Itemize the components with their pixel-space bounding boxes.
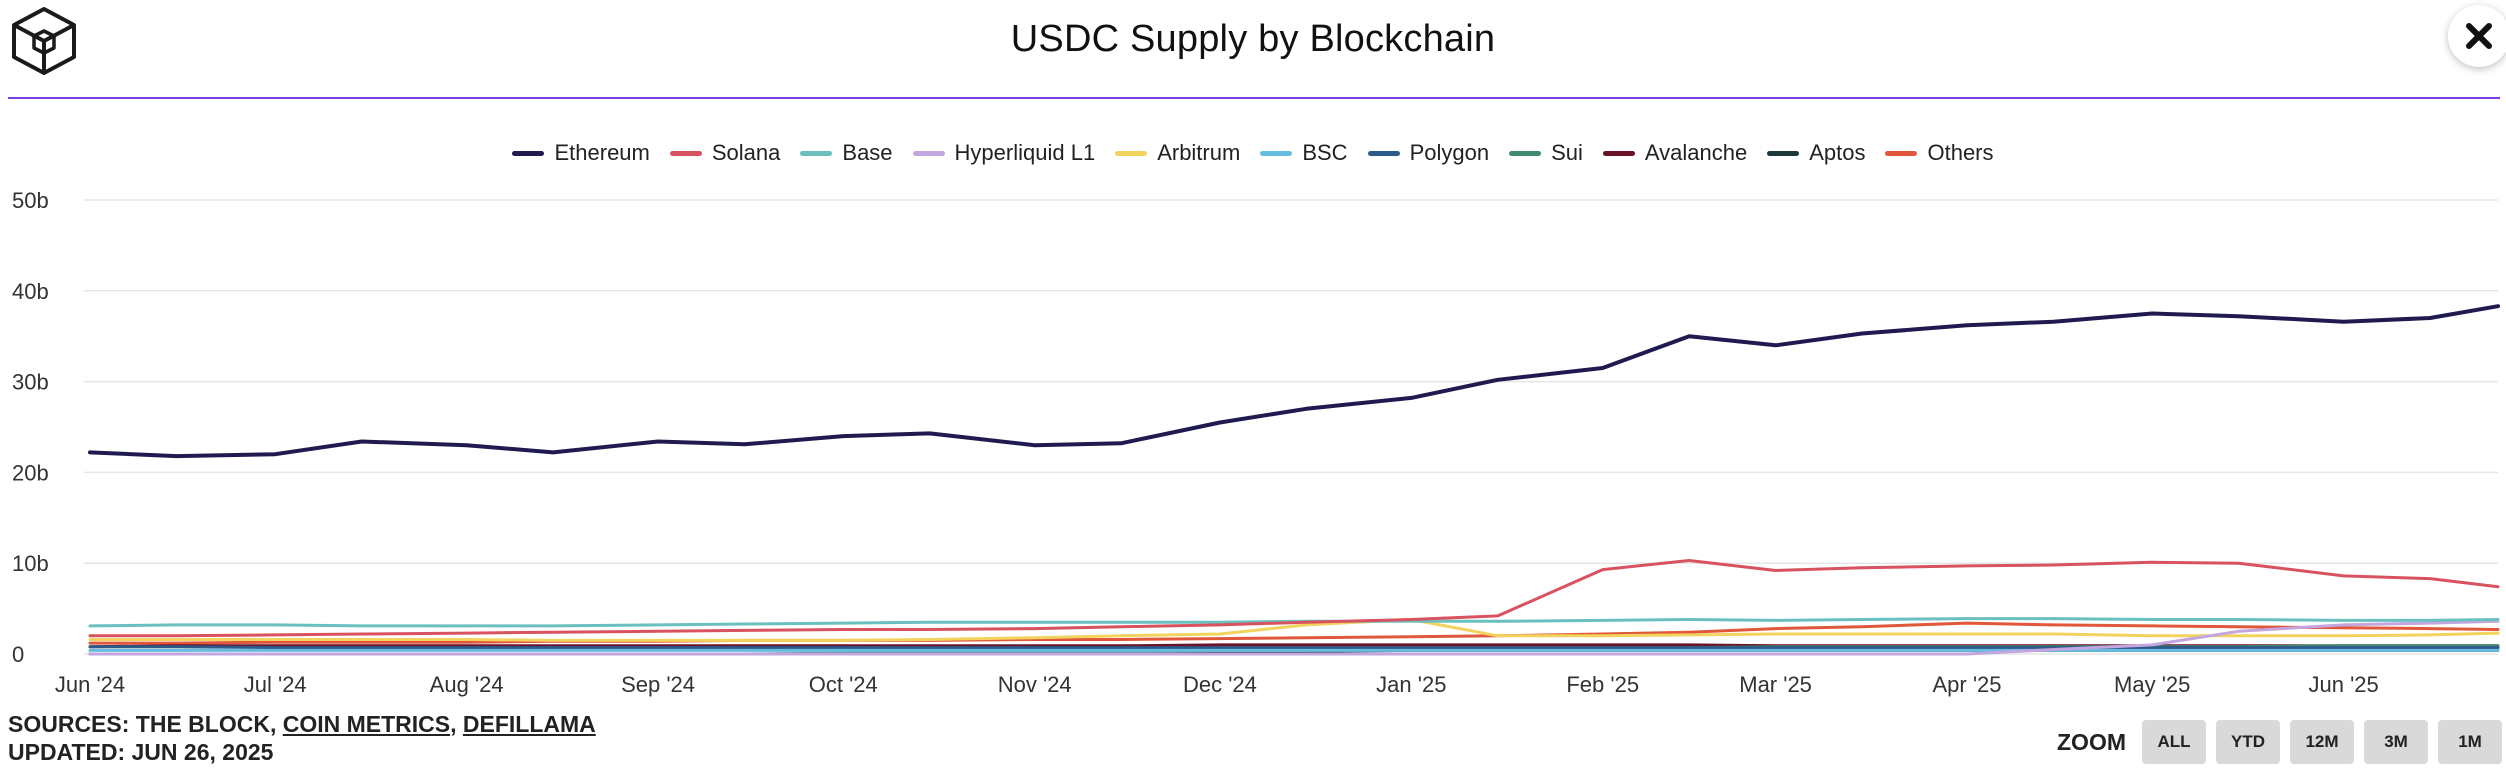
legend-item-solana[interactable]: Solana: [669, 140, 781, 166]
x-tick-label: Dec '24: [1183, 672, 1257, 697]
x-tick-label: Mar '25: [1739, 672, 1812, 697]
x-tick-label: Jan '25: [1376, 672, 1446, 697]
legend-label: Base: [842, 140, 893, 165]
legend-swatch: [1767, 150, 1800, 156]
legend-item-polygon[interactable]: Polygon: [1367, 140, 1490, 166]
legend-swatch: [1367, 150, 1400, 156]
legend-swatch: [1260, 150, 1293, 156]
legend-item-base[interactable]: Base: [800, 140, 893, 166]
legend-item-bsc[interactable]: BSC: [1260, 140, 1348, 166]
x-tick-label: Sep '24: [621, 672, 695, 697]
series-line-ethereum: [88, 304, 2500, 459]
x-tick-label: Nov '24: [998, 672, 1072, 697]
defillama-link[interactable]: DEFILLAMA: [462, 711, 596, 737]
close-icon: [2466, 23, 2492, 49]
zoom-12m-button[interactable]: 12M: [2290, 720, 2354, 764]
legend-label: Ethereum: [554, 140, 650, 165]
chart-title: USDC Supply by Blockchain: [1010, 18, 1496, 60]
zoom-all-button[interactable]: ALL: [2142, 720, 2206, 764]
legend-label: Others: [1927, 140, 1994, 165]
y-tick-label: 50b: [12, 188, 49, 213]
zoom-label: ZOOM: [2057, 728, 2126, 755]
legend-label: Sui: [1551, 140, 1583, 165]
y-tick-label: 20b: [12, 460, 49, 485]
legend-swatch: [1602, 150, 1635, 156]
legend-item-ethereum[interactable]: Ethereum: [512, 140, 650, 166]
legend-label: Polygon: [1409, 140, 1490, 165]
chart-footer: SOURCES: THE BLOCK, COIN METRICS, DEFILL…: [8, 710, 596, 766]
legend-label: Hyperliquid L1: [954, 140, 1096, 165]
sources-separator: ,: [450, 711, 463, 737]
chart-header: USDC Supply by Blockchain: [0, 0, 2506, 98]
x-tick-label: Oct '24: [809, 672, 878, 697]
legend-swatch: [669, 150, 702, 156]
series-line-others: [88, 621, 2500, 645]
sources-prefix: SOURCES: THE BLOCK,: [8, 711, 283, 737]
legend-item-aptos[interactable]: Aptos: [1767, 140, 1865, 166]
x-tick-label: Jul '24: [244, 672, 307, 697]
x-tick-label: Jun '24: [55, 672, 125, 697]
legend-swatch: [1885, 150, 1918, 156]
updated-date: UPDATED: JUN 26, 2025: [8, 739, 274, 765]
legend-item-sui[interactable]: Sui: [1509, 140, 1583, 166]
zoom-ytd-button[interactable]: YTD: [2216, 720, 2280, 764]
line-chart: 0 10b 20b 30b 40b 50b Jun '24 Jul '24 Aug '24 Sep…: [12, 188, 2500, 697]
legend-item-hyperliquid-l1[interactable]: Hyperliquid L1: [912, 140, 1096, 166]
close-button[interactable]: [2448, 5, 2506, 67]
legend-swatch: [1115, 150, 1148, 156]
legend-label: Avalanche: [1644, 140, 1748, 165]
chart-legend: Ethereum Solana Base Hyperliquid L1 Arbitrum…: [0, 140, 2506, 166]
legend-item-others[interactable]: Others: [1885, 140, 1994, 166]
sources-line: SOURCES: THE BLOCK, COIN METRICS, DEFILL…: [8, 710, 596, 738]
legend-item-arbitrum[interactable]: Arbitrum: [1115, 140, 1240, 166]
legend-item-avalanche[interactable]: Avalanche: [1602, 140, 1748, 166]
x-tick-label: Jun '25: [2309, 672, 2379, 697]
zoom-1m-button[interactable]: 1M: [2438, 720, 2502, 764]
legend-swatch: [512, 150, 545, 156]
series-line-arbitrum: [88, 618, 2500, 642]
y-tick-label: 10b: [12, 551, 49, 576]
y-tick-label: 0: [12, 642, 24, 667]
x-tick-label: Feb '25: [1566, 672, 1639, 697]
legend-swatch: [1509, 150, 1542, 156]
series-line-solana: [88, 559, 2500, 638]
the-block-cube-icon[interactable]: [8, 5, 80, 77]
x-tick-label: Aug '24: [430, 672, 504, 697]
y-tick-label: 40b: [12, 279, 49, 304]
legend-label: Arbitrum: [1157, 140, 1241, 165]
coin-metrics-link[interactable]: COIN METRICS: [282, 711, 451, 737]
legend-swatch: [912, 150, 945, 156]
x-tick-label: May '25: [2114, 672, 2190, 697]
legend-swatch: [800, 150, 833, 156]
zoom-controls: ZOOM ALL YTD 12M 3M 1M: [2057, 720, 2502, 764]
legend-label: Solana: [711, 140, 781, 165]
x-tick-label: Apr '25: [1932, 672, 2001, 697]
zoom-3m-button[interactable]: 3M: [2364, 720, 2428, 764]
header-divider: [8, 97, 2500, 99]
y-tick-label: 30b: [12, 370, 49, 395]
legend-label: Aptos: [1809, 140, 1866, 165]
legend-label: BSC: [1302, 140, 1348, 165]
series-line-hyperliquid-l1: [88, 619, 2500, 656]
